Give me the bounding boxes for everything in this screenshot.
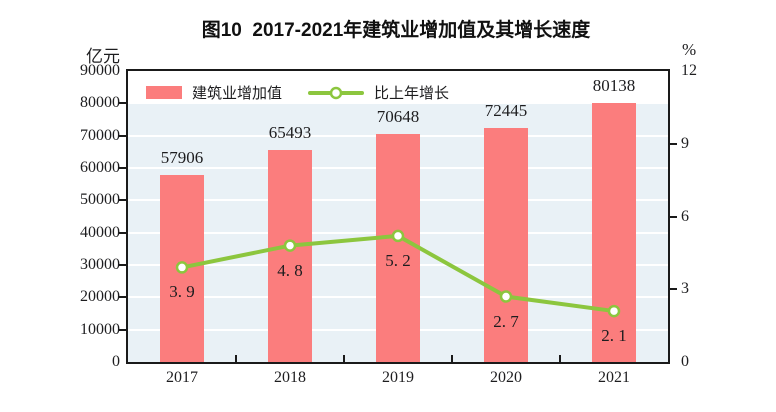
legend-line-label: 比上年增长 <box>374 86 450 102</box>
bar-2018 <box>268 150 312 362</box>
left-axis-tick-label: 0 <box>112 353 120 370</box>
legend-line-marker <box>308 86 365 99</box>
right-axis-tick <box>668 215 677 218</box>
left-axis-tick-label: 20000 <box>80 288 120 306</box>
left-axis-tick-label: 10000 <box>80 320 120 338</box>
gridline <box>128 102 668 105</box>
left-axis-tick <box>119 134 128 137</box>
line-value-label: 5. 2 <box>385 250 411 270</box>
x-axis-label: 2018 <box>274 369 306 386</box>
bar-value-label: 57906 <box>160 147 204 167</box>
left-axis-tick <box>119 102 128 105</box>
right-axis-tick-label: 0 <box>681 353 689 370</box>
plot-top-band <box>128 71 668 104</box>
bar-value-label: 80138 <box>592 75 636 95</box>
x-axis-label: 2019 <box>382 369 414 386</box>
right-axis-tick <box>668 142 677 145</box>
chart-title: 图10 2017-2021年建筑业增加值及其增长速度 <box>201 20 591 41</box>
bar-2021 <box>592 102 636 362</box>
left-axis-tick-label: 80000 <box>80 94 120 112</box>
x-axis-tick <box>559 355 561 362</box>
plot-area: 57906 65493 70648 72445 80138 3. 9 4. 8 5. 2 2. … <box>126 69 670 364</box>
left-axis-tick <box>119 167 128 169</box>
legend-bar-label: 建筑业增加值 <box>192 86 283 102</box>
left-axis-tick-label: 50000 <box>80 191 120 209</box>
right-axis-tick-label: 9 <box>681 134 689 152</box>
line-value-label: 4. 8 <box>277 260 303 280</box>
x-axis-tick <box>451 355 453 362</box>
left-axis-tick-label: 60000 <box>80 159 120 176</box>
left-axis-tick <box>119 264 128 266</box>
x-axis-tick <box>343 355 345 362</box>
line-value-label: 3. 9 <box>169 282 195 302</box>
x-axis-label: 2020 <box>490 369 522 386</box>
right-axis-tick <box>668 288 677 291</box>
bar-value-label: 65493 <box>268 123 312 143</box>
left-axis-tick <box>119 199 128 202</box>
bar-value-label: 72445 <box>484 100 528 120</box>
left-axis-tick <box>119 231 128 234</box>
left-axis-tick <box>119 296 128 299</box>
line-value-label: 2. 1 <box>601 326 627 346</box>
right-axis-tick-label: 12 <box>681 62 697 79</box>
left-axis-tick <box>119 328 128 331</box>
x-axis-label: 2021 <box>598 369 630 386</box>
right-axis-tick-label: 6 <box>681 207 689 225</box>
left-axis-tick-label: 90000 <box>80 62 120 79</box>
left-axis-tick-label: 40000 <box>80 223 120 241</box>
left-axis-tick-label: 70000 <box>80 126 120 144</box>
bar-value-label: 70648 <box>376 106 420 126</box>
line-value-label: 2. 7 <box>493 311 519 331</box>
legend: 建筑业增加值 比上年增长 <box>146 82 449 103</box>
right-axis-tick-label: 3 <box>681 280 689 298</box>
x-axis-tick <box>235 355 237 362</box>
left-axis-tick-label: 30000 <box>80 256 120 273</box>
bar-2019 <box>376 133 420 362</box>
bar-2017 <box>160 174 204 362</box>
right-axis-unit: % <box>682 40 697 59</box>
legend-bar-swatch <box>146 86 182 99</box>
x-axis-label: 2017 <box>166 369 198 386</box>
left-axis-unit: 亿元 <box>86 47 120 66</box>
